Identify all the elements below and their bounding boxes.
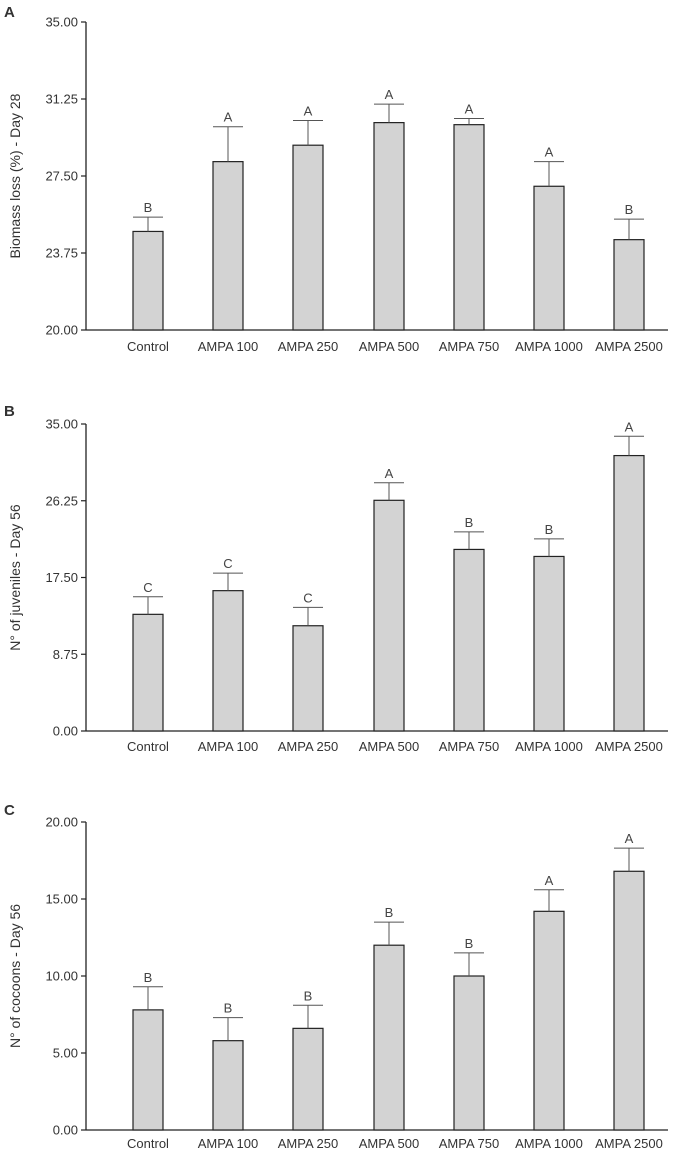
bar-ampa-250: [292, 144, 324, 331]
y-tick-label: 31.25: [45, 92, 78, 107]
bar-ampa-750: [453, 124, 485, 331]
panel-letter: B: [4, 403, 15, 420]
x-tick-label: AMPA 750: [439, 739, 499, 754]
panel-c: C N° of cocoons - Day 56 0.00 5.00 10.00 15.0…: [4, 802, 668, 1151]
bar-ampa-250: [292, 625, 324, 732]
y-tick-label: 26.25: [45, 493, 78, 508]
x-tick-label: AMPA 250: [278, 739, 338, 754]
y-tick-label: 10.00: [45, 969, 78, 984]
significance-label: B: [465, 515, 474, 530]
bar-ampa-100: [212, 590, 244, 732]
x-tick-label: AMPA 1000: [515, 739, 583, 754]
significance-label: B: [465, 936, 474, 951]
x-tick-label: AMPA 100: [198, 339, 258, 354]
x-tick-label: AMPA 500: [359, 339, 419, 354]
x-tick-label: AMPA 100: [198, 1136, 258, 1151]
panel-letter: A: [4, 4, 15, 21]
y-tick-label: 0.00: [53, 1123, 78, 1138]
significance-label: B: [144, 200, 153, 215]
x-tick-label: AMPA 1000: [515, 339, 583, 354]
x-tick-label: AMPA 250: [278, 1136, 338, 1151]
significance-label: A: [545, 145, 554, 160]
significance-label: C: [303, 590, 312, 605]
y-tick-label: 20.00: [45, 323, 78, 338]
y-axis-title: N° of cocoons - Day 56: [7, 904, 23, 1048]
x-tick-label: AMPA 500: [359, 1136, 419, 1151]
bar-control: [132, 230, 164, 331]
bar-ampa-1000: [533, 910, 565, 1131]
x-tick-label: AMPA 500: [359, 739, 419, 754]
x-tick-label: Control: [127, 1136, 169, 1151]
significance-label: B: [224, 1001, 233, 1016]
bar-ampa-250: [292, 1027, 324, 1131]
y-tick-label: 27.50: [45, 169, 78, 184]
x-tick-label: Control: [127, 739, 169, 754]
x-tick-label: AMPA 250: [278, 339, 338, 354]
significance-label: A: [385, 87, 394, 102]
significance-label: B: [144, 970, 153, 985]
bar-ampa-2500: [613, 239, 645, 331]
x-tick-label: AMPA 2500: [595, 339, 663, 354]
x-tick-label: AMPA 2500: [595, 1136, 663, 1151]
y-tick-label: 17.50: [45, 570, 78, 585]
y-axis-title: N° of juveniles - Day 56: [7, 504, 23, 651]
bar-ampa-500: [373, 944, 405, 1131]
bar-control: [132, 1009, 164, 1131]
significance-label: A: [465, 102, 474, 117]
significance-label: A: [545, 873, 554, 888]
bar-ampa-100: [212, 1040, 244, 1131]
bar-ampa-100: [212, 161, 244, 331]
bar-ampa-2500: [613, 454, 645, 732]
significance-label: A: [625, 419, 634, 434]
bar-ampa-500: [373, 499, 405, 732]
significance-label: B: [545, 522, 554, 537]
significance-label: B: [625, 202, 634, 217]
y-tick-label: 20.00: [45, 815, 78, 830]
bar-control: [132, 613, 164, 732]
bar-ampa-1000: [533, 185, 565, 331]
significance-label: C: [143, 580, 152, 595]
x-tick-label: AMPA 100: [198, 739, 258, 754]
y-tick-label: 35.00: [45, 417, 78, 432]
panel-letter: C: [4, 802, 15, 819]
significance-label: B: [385, 905, 394, 920]
x-tick-label: AMPA 750: [439, 1136, 499, 1151]
y-tick-label: 23.75: [45, 246, 78, 261]
x-tick-label: Control: [127, 339, 169, 354]
y-tick-label: 0.00: [53, 724, 78, 739]
significance-label: A: [224, 110, 233, 125]
y-tick-label: 15.00: [45, 892, 78, 907]
bar-ampa-500: [373, 122, 405, 331]
y-tick-label: 35.00: [45, 15, 78, 30]
x-tick-label: AMPA 1000: [515, 1136, 583, 1151]
significance-label: B: [304, 988, 313, 1003]
significance-label: A: [625, 831, 634, 846]
y-tick-label: 8.75: [53, 647, 78, 662]
bar-ampa-2500: [613, 870, 645, 1131]
y-axis-title: Biomass loss (%) - Day 28: [7, 93, 23, 258]
significance-label: C: [223, 556, 232, 571]
significance-label: A: [385, 466, 394, 481]
panel-a: A Biomass loss (%) - Day 28 20.00 23.75 27.5…: [4, 4, 668, 354]
panel-b: B N° of juveniles - Day 56 0.00 8.75 17.50 26…: [4, 403, 668, 754]
x-tick-label: AMPA 2500: [595, 739, 663, 754]
bar-ampa-1000: [533, 555, 565, 732]
bar-ampa-750: [453, 548, 485, 732]
bar-ampa-750: [453, 975, 485, 1131]
y-tick-label: 5.00: [53, 1046, 78, 1061]
x-tick-label: AMPA 750: [439, 339, 499, 354]
significance-label: A: [304, 104, 313, 119]
